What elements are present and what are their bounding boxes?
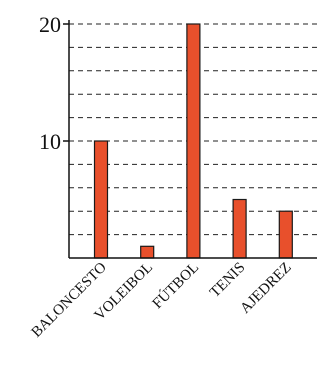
- bar-baloncesto: [93, 140, 109, 259]
- bar-voleibol: [140, 245, 155, 259]
- bar-fútbol: [186, 23, 201, 259]
- y-ticks: 10 20: [39, 12, 69, 154]
- bar-tenis: [232, 198, 247, 259]
- category-label: BALONCESTO: [29, 259, 110, 340]
- category-label: FÚTBOL: [149, 259, 202, 312]
- category-label: TENIS: [207, 260, 248, 301]
- bar-ajedrez: [278, 210, 293, 259]
- bars: [93, 23, 293, 259]
- y-tick-label: 20: [39, 12, 61, 37]
- category-label: AJEDREZ: [237, 260, 294, 317]
- y-tick-label: 10: [39, 129, 61, 154]
